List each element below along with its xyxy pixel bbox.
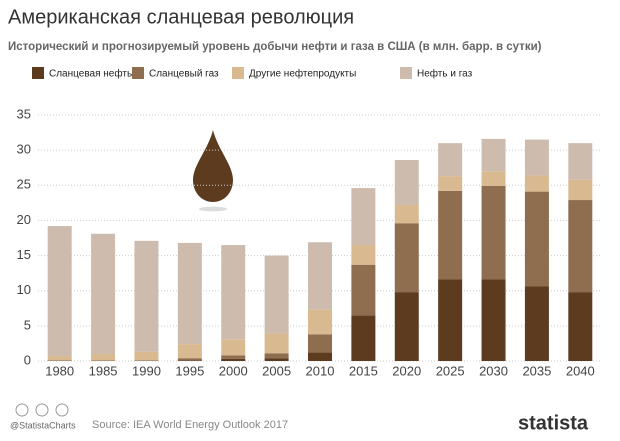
x-tick-label: 2025 [436, 363, 465, 378]
chart-title: Американская сланцевая революция [8, 6, 354, 28]
x-tick-label: 2015 [349, 363, 378, 378]
bar-segment [481, 138, 506, 172]
legend-swatch [32, 67, 44, 79]
bar-segment [308, 242, 332, 310]
footer-handle: @StatistaCharts [10, 420, 76, 430]
bar-segment [221, 355, 246, 359]
bar-segment [568, 179, 593, 201]
x-tick-label: 2005 [262, 363, 291, 378]
bar-segment [308, 309, 332, 335]
bar-segment [438, 176, 463, 191]
bar-segment [264, 255, 289, 334]
bar-segment [351, 188, 376, 246]
bar-segment [481, 171, 506, 186]
bar-segment [134, 351, 159, 361]
x-tick-label: 2000 [219, 363, 248, 378]
x-tick-label: 1995 [175, 363, 204, 378]
bar-segment [394, 159, 419, 205]
bar-segment [438, 279, 463, 361]
bar-segment [438, 143, 463, 177]
legend-swatch [132, 67, 144, 79]
x-tick-label: 1980 [45, 363, 74, 378]
bar-segment [264, 333, 289, 354]
y-tick-label: 35 [17, 106, 31, 121]
bar-segment [394, 204, 419, 224]
oil-drop-icon [193, 130, 233, 212]
bar-segment [91, 353, 116, 361]
chart-subtitle: Исторический и прогнозируемый уровень до… [8, 41, 542, 53]
footer-source: Source: IEA World Energy Outlook 2017 [92, 419, 288, 431]
bar-segment [264, 353, 289, 359]
legend-swatch [232, 67, 244, 79]
x-tick-label: 2035 [522, 363, 551, 378]
bar-segment [47, 356, 72, 361]
bar-segment [568, 292, 593, 361]
legend-label: Сланцевый газ [149, 69, 219, 80]
bar-segment [568, 200, 593, 293]
legend-label: Другие нефтепродукты [249, 68, 356, 80]
legend-swatch [400, 67, 412, 79]
bar-segment [177, 344, 202, 359]
bar-segment [134, 240, 159, 352]
bar-segment [177, 242, 202, 345]
y-tick-label: 10 [17, 282, 31, 297]
bar-segment [524, 139, 549, 176]
bar-segment [568, 143, 593, 180]
bar-segment [91, 233, 116, 354]
bar-segment [438, 190, 463, 280]
bar-segment [221, 358, 246, 361]
bar-segment [394, 223, 419, 293]
y-tick-label: 25 [17, 177, 31, 192]
footer-icons [15, 403, 69, 417]
y-tick-label: 30 [17, 142, 31, 157]
x-tick-label: 1985 [89, 363, 118, 378]
legend-label: Сланцевая нефть [49, 68, 132, 80]
bar-segment [134, 360, 159, 361]
brand-logo: statista [518, 412, 589, 434]
bar-segment [524, 175, 549, 192]
bar-segment [351, 245, 376, 265]
bar-segment [351, 264, 376, 316]
bar-segment [47, 360, 72, 361]
bar-segment [524, 191, 549, 287]
x-tick-label: 2020 [392, 363, 421, 378]
bar-segment [221, 245, 246, 340]
x-tick-label: 2030 [479, 363, 508, 378]
x-tick-label: 1990 [132, 363, 161, 378]
y-tick-label: 5 [24, 317, 31, 332]
bar-segment [221, 339, 246, 356]
bar-segment [481, 185, 506, 280]
legend-label: Нефть и газ [417, 68, 473, 80]
bar-segment [47, 226, 72, 357]
bar-segment [308, 352, 332, 361]
y-tick-label: 0 [24, 352, 31, 367]
bar-segment [394, 292, 419, 361]
y-tick-label: 20 [17, 212, 31, 227]
bar-segment [91, 360, 116, 361]
bar-segment [351, 315, 376, 361]
x-tick-label: 2040 [566, 363, 595, 378]
x-tick-label: 2010 [306, 363, 335, 378]
bar-segment [264, 358, 289, 361]
bar-segment [308, 334, 332, 353]
bar-segment [524, 286, 549, 361]
bar-segment [177, 358, 202, 361]
bar-segment [177, 360, 202, 361]
bar-segment [481, 279, 506, 361]
y-tick-label: 15 [17, 247, 31, 262]
